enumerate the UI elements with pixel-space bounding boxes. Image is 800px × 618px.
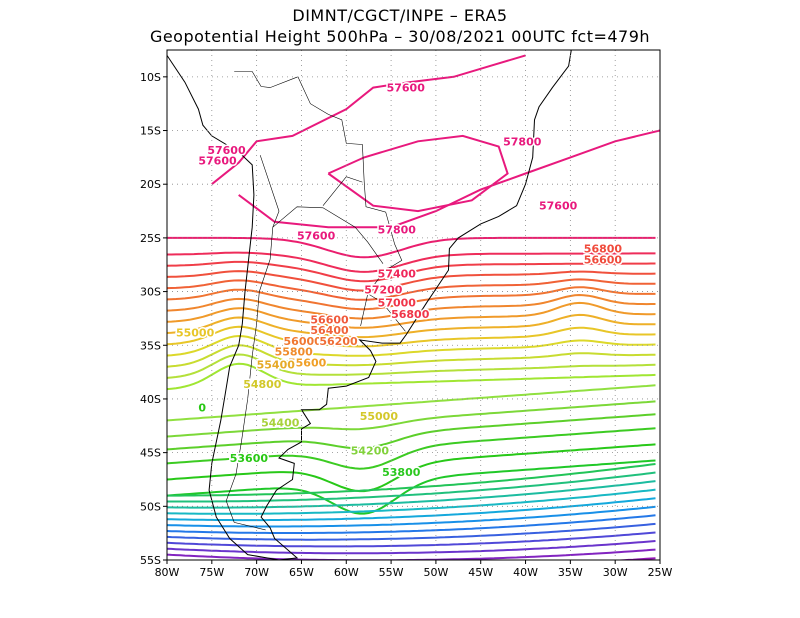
lon-tick-label: 30W bbox=[603, 566, 628, 579]
contour-line bbox=[167, 334, 656, 357]
contour-value-label: 57200 bbox=[364, 283, 403, 296]
contour-line bbox=[167, 540, 656, 555]
longitude-ticks: 80W 75W 70W 65W 60W 55W 50W 45W 40W 35W 30W 25W bbox=[155, 560, 673, 579]
contour-line bbox=[167, 344, 656, 368]
lon-tick-label: 65W bbox=[289, 566, 314, 579]
gridlines bbox=[167, 50, 660, 560]
lat-tick-label: 15S bbox=[140, 125, 161, 138]
contour-value-label: 56600 bbox=[584, 253, 623, 266]
contour-line bbox=[167, 471, 656, 503]
contour-value-label: 55000 bbox=[176, 326, 215, 339]
lat-tick-label: 25S bbox=[140, 232, 161, 245]
contour-value-label: 56800 bbox=[391, 308, 430, 321]
contour-line bbox=[167, 400, 656, 438]
contour-value-label: 57600 bbox=[198, 155, 237, 168]
contour-line bbox=[211, 54, 526, 185]
contour-line bbox=[167, 293, 656, 320]
chart-title-line-1: DIMNT/CGCT/INPE – ERA5 bbox=[292, 6, 508, 25]
lon-tick-label: 25W bbox=[648, 566, 673, 579]
contour-line bbox=[167, 480, 656, 509]
contour-value-label: 0 bbox=[198, 402, 206, 415]
contour-value-label: 55400 bbox=[257, 359, 296, 372]
contour-line bbox=[167, 251, 656, 273]
contour-value-label: 57000 bbox=[378, 296, 417, 309]
contour-line bbox=[167, 497, 656, 522]
contour-value-label: 56000 bbox=[284, 335, 323, 348]
contour-value-label: 55600 bbox=[288, 356, 327, 369]
contour-value-label: 54200 bbox=[351, 444, 390, 457]
contour-value-label: 57800 bbox=[378, 223, 417, 236]
contour-line bbox=[167, 313, 656, 339]
contour-line bbox=[167, 362, 656, 391]
contour-line bbox=[167, 353, 656, 379]
contour-value-label: 56200 bbox=[319, 335, 358, 348]
contour-line bbox=[167, 505, 656, 528]
plot-frame bbox=[166, 49, 661, 561]
coastlines bbox=[167, 50, 572, 560]
contour-line bbox=[167, 463, 656, 497]
contour-value-label: 53600 bbox=[230, 452, 269, 465]
contour-line bbox=[167, 548, 656, 560]
contour-value-label: 55000 bbox=[360, 410, 399, 423]
lon-tick-label: 75W bbox=[199, 566, 224, 579]
lon-tick-label: 45W bbox=[468, 566, 493, 579]
lon-tick-label: 55W bbox=[379, 566, 404, 579]
lon-tick-label: 35W bbox=[558, 566, 583, 579]
contour-value-label: 53800 bbox=[382, 466, 421, 479]
lon-tick-label: 80W bbox=[155, 566, 180, 579]
contour-value-label: 54400 bbox=[261, 417, 300, 430]
contour-value-label: 57600 bbox=[207, 144, 246, 157]
contour-value-label: 56600 bbox=[310, 313, 349, 326]
contour-line bbox=[167, 459, 656, 515]
contour-value-label: 57400 bbox=[378, 267, 417, 280]
contour-line bbox=[167, 522, 656, 541]
contour-line bbox=[167, 270, 656, 292]
contour-value-label: 56400 bbox=[310, 324, 349, 337]
contour-value-label: 56800 bbox=[584, 243, 623, 256]
lat-tick-label: 30S bbox=[140, 286, 161, 299]
lon-tick-label: 70W bbox=[244, 566, 269, 579]
contour-line bbox=[167, 236, 656, 259]
lat-tick-label: 45S bbox=[140, 447, 161, 460]
lon-tick-label: 50W bbox=[423, 566, 448, 579]
contour-value-label: 54800 bbox=[243, 378, 282, 391]
contour-value-label: 57600 bbox=[387, 82, 426, 95]
lat-tick-label: 40S bbox=[140, 393, 161, 406]
contour-line bbox=[167, 413, 656, 451]
contour-line bbox=[167, 325, 656, 348]
contour-line bbox=[327, 134, 509, 213]
lon-tick-label: 40W bbox=[513, 566, 538, 579]
contour-line bbox=[238, 129, 660, 229]
chart-title-line-2: Geopotential Height 500hPa – 30/08/2021 … bbox=[149, 27, 651, 46]
contour-value-label: 55800 bbox=[275, 346, 314, 359]
lat-tick-label: 55S bbox=[140, 554, 161, 567]
lat-tick-label: 50S bbox=[140, 500, 161, 513]
contour-line bbox=[167, 384, 656, 422]
contour-value-label: 57600 bbox=[297, 230, 336, 243]
contour-line bbox=[167, 488, 656, 515]
contour-line bbox=[167, 531, 656, 548]
latitude-ticks: 10S 15S 20S 25S 30S 35S 40S 45S 50S 55S bbox=[140, 71, 167, 567]
contour-line bbox=[167, 514, 656, 534]
contour-lines bbox=[167, 54, 660, 560]
contour-line bbox=[167, 301, 656, 329]
contour-line bbox=[167, 427, 656, 470]
lat-tick-label: 10S bbox=[140, 71, 161, 84]
contour-line bbox=[167, 278, 656, 301]
contour-value-label: 57800 bbox=[503, 135, 542, 148]
lat-tick-label: 35S bbox=[140, 339, 161, 352]
contour-value-label: 57600 bbox=[539, 200, 578, 213]
lat-tick-label: 20S bbox=[140, 178, 161, 191]
contour-line bbox=[167, 443, 656, 493]
lon-tick-label: 60W bbox=[334, 566, 359, 579]
contour-line bbox=[167, 286, 656, 311]
